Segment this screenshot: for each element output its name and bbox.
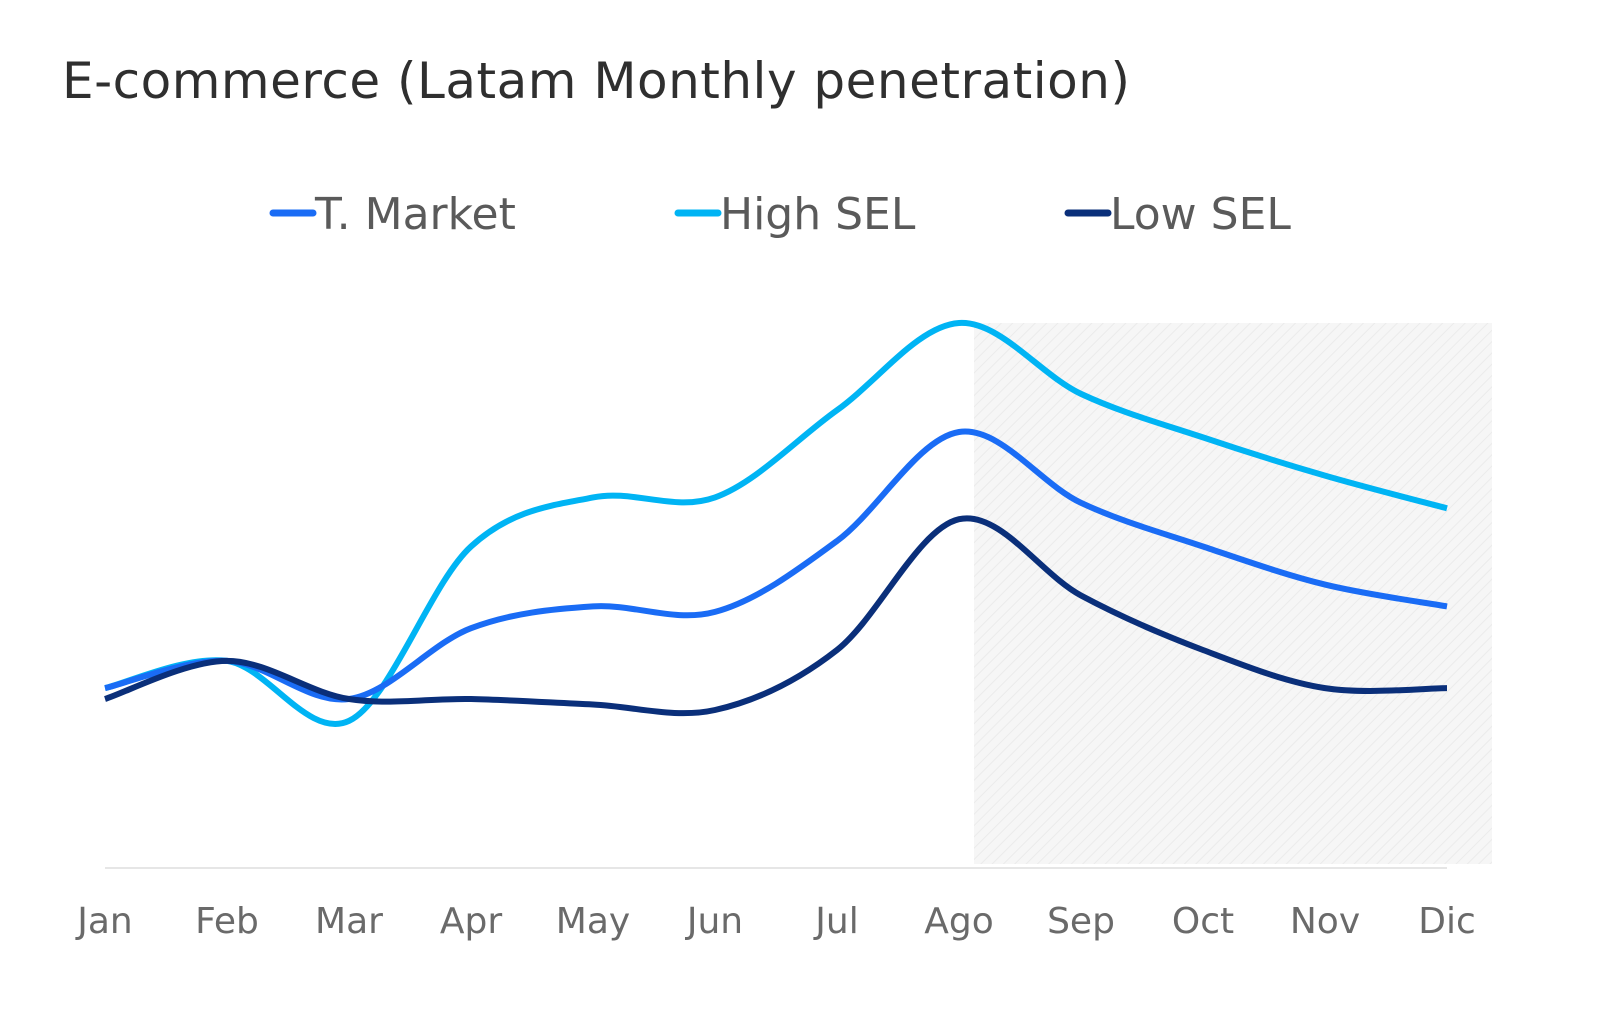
legend-label-t-market: T. Market [314, 189, 516, 240]
x-tick-label-oct: Oct [1172, 901, 1234, 942]
x-tick-label-jan: Jan [75, 901, 133, 942]
x-tick-label-dic: Dic [1418, 901, 1476, 942]
x-tick-label-jul: Jul [813, 901, 858, 942]
x-tick-label-feb: Feb [195, 901, 259, 942]
chart-title: E-commerce (Latam Monthly penetration) [62, 52, 1131, 110]
legend: T. Market High SEL Low SEL [269, 189, 1291, 240]
x-tick-label-may: May [556, 901, 630, 942]
series-group [104, 319, 1448, 727]
legend-label-high-sel: High SEL [720, 189, 916, 240]
forecast-highlight-band [974, 323, 1492, 864]
x-tick-label-jun: Jun [685, 901, 743, 942]
x-tick-label-apr: Apr [440, 901, 502, 942]
x-tick-label-mar: Mar [315, 901, 383, 942]
legend-label-low-sel: Low SEL [1110, 189, 1291, 240]
series-line-high-sel [104, 319, 1448, 727]
series-line-low-sel [104, 515, 1448, 717]
x-axis-ticks: Jan Feb Mar Apr May Jun Jul Ago Sep Oct Nov Dic [75, 901, 1476, 942]
x-tick-label-ago: Ago [924, 901, 994, 942]
x-tick-label-nov: Nov [1290, 901, 1360, 942]
x-tick-label-sep: Sep [1047, 901, 1115, 942]
